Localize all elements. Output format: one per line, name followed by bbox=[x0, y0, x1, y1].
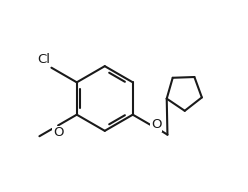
Text: O: O bbox=[151, 118, 161, 131]
Text: O: O bbox=[53, 126, 63, 139]
Text: Cl: Cl bbox=[37, 53, 50, 66]
